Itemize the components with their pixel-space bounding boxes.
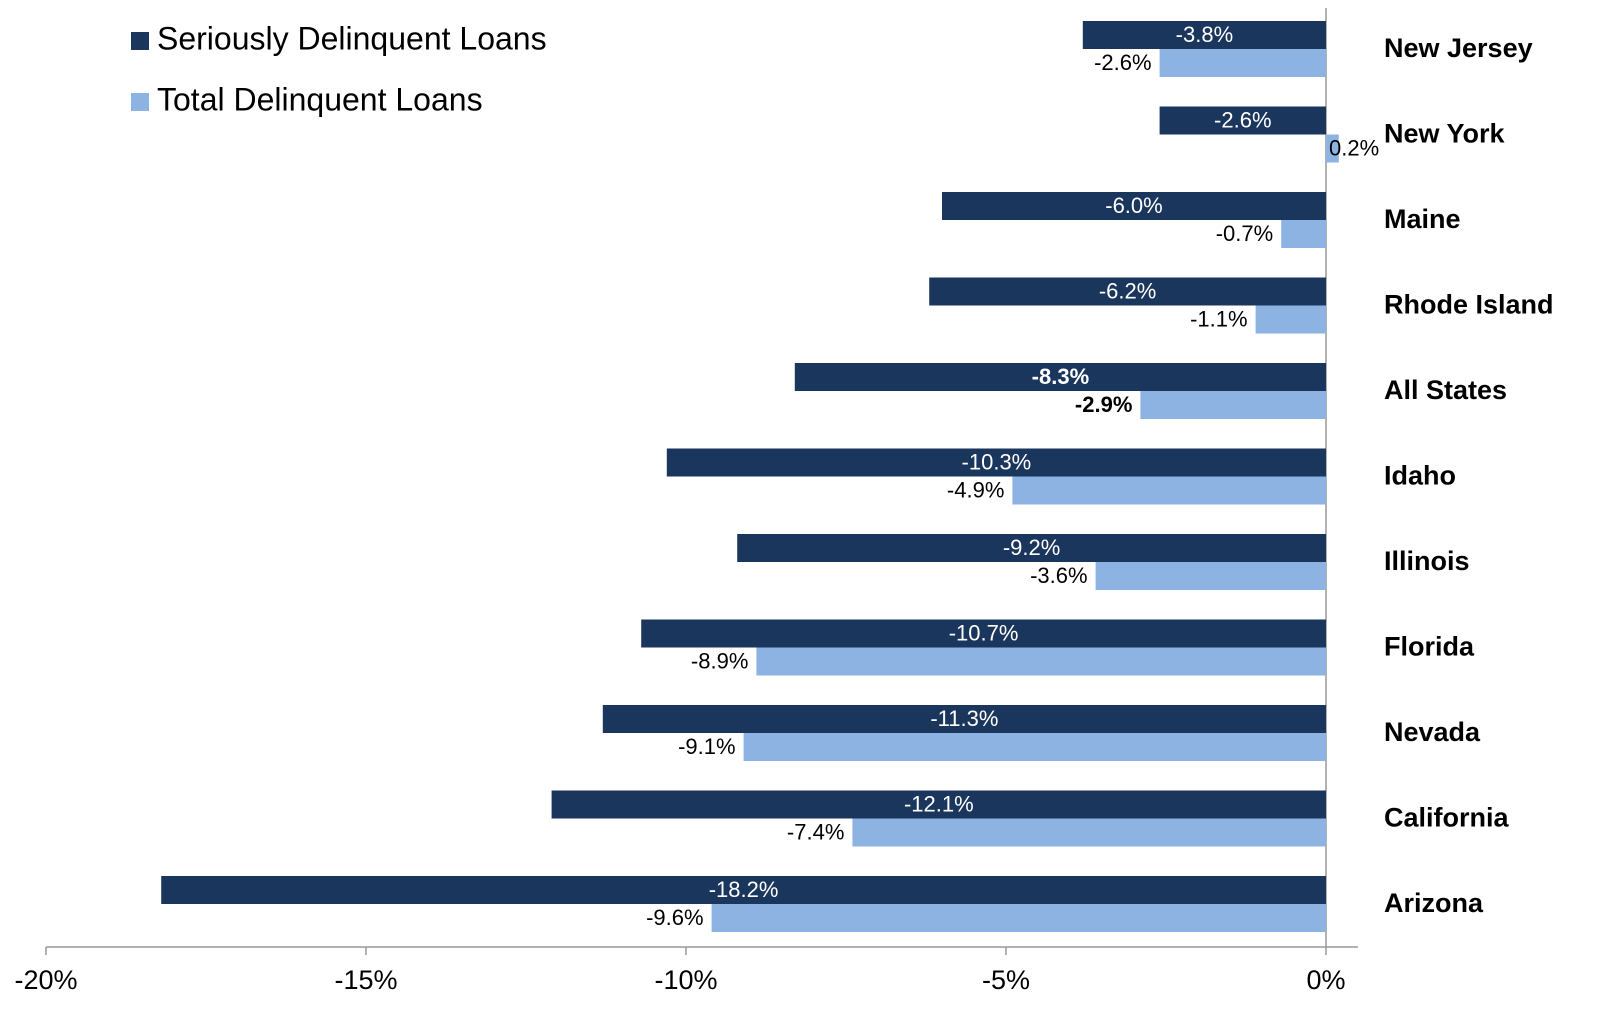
bar xyxy=(1095,562,1326,590)
data-label: -9.6% xyxy=(646,905,703,930)
data-label: -12.1% xyxy=(904,791,974,816)
bar xyxy=(1281,220,1326,248)
data-label: -9.1% xyxy=(678,734,735,759)
category-label: Idaho xyxy=(1384,461,1456,491)
bar xyxy=(551,790,1326,819)
data-label: -2.6% xyxy=(1094,50,1151,75)
category-label: Arizona xyxy=(1384,888,1484,918)
x-tick-label: -10% xyxy=(654,965,717,995)
category-label: New York xyxy=(1384,119,1506,149)
data-label: -8.9% xyxy=(691,648,748,673)
bar xyxy=(852,818,1326,847)
bar xyxy=(711,904,1326,932)
bar xyxy=(1159,106,1326,135)
data-label: -3.6% xyxy=(1030,563,1087,588)
bar xyxy=(1326,134,1339,163)
bar xyxy=(1140,391,1326,419)
data-label: -11.3% xyxy=(930,706,998,731)
data-label: -2.9% xyxy=(1075,392,1132,417)
data-label: -7.4% xyxy=(787,819,844,844)
bar xyxy=(1012,476,1326,505)
bar xyxy=(929,277,1326,306)
data-label: -9.2% xyxy=(1003,535,1060,560)
x-tick-label: -20% xyxy=(14,965,77,995)
category-label: Florida xyxy=(1384,632,1475,662)
bar xyxy=(666,448,1326,477)
bar xyxy=(737,534,1326,562)
data-label: -1.1% xyxy=(1190,306,1247,331)
legend-swatch xyxy=(131,93,149,111)
bar xyxy=(743,733,1326,761)
category-label: Illinois xyxy=(1384,546,1470,576)
data-label: -18.2% xyxy=(709,877,779,902)
category-label: New Jersey xyxy=(1384,33,1533,63)
legend-label: Total Delinquent Loans xyxy=(157,81,483,117)
data-label: -2.6% xyxy=(1214,107,1271,132)
bar xyxy=(756,647,1326,676)
bar xyxy=(1159,49,1326,77)
category-label: California xyxy=(1384,803,1510,833)
bar xyxy=(161,876,1327,904)
bar xyxy=(1082,21,1326,49)
x-tick-label: 0% xyxy=(1306,965,1345,995)
bar xyxy=(1255,305,1326,334)
x-tick-label: -5% xyxy=(982,965,1030,995)
x-tick-label: -15% xyxy=(334,965,397,995)
category-label: All States xyxy=(1384,375,1507,405)
data-label: -6.0% xyxy=(1105,193,1162,218)
data-label: 0.2% xyxy=(1329,135,1379,160)
data-label: -8.3% xyxy=(1032,364,1089,389)
data-label: -10.7% xyxy=(949,620,1019,645)
bar xyxy=(794,363,1326,391)
data-label: -0.7% xyxy=(1216,221,1273,246)
data-label: -10.3% xyxy=(962,449,1032,474)
category-label: Nevada xyxy=(1384,717,1481,747)
legend-swatch xyxy=(131,32,149,50)
data-label: -6.2% xyxy=(1099,278,1156,303)
bar xyxy=(641,619,1326,648)
category-label: Rhode Island xyxy=(1384,290,1554,320)
bar xyxy=(942,192,1326,220)
bar xyxy=(602,705,1326,733)
data-label: -3.8% xyxy=(1176,22,1233,47)
data-label: -4.9% xyxy=(947,477,1004,502)
category-label: Maine xyxy=(1384,204,1461,234)
legend-label: Seriously Delinquent Loans xyxy=(157,20,547,56)
